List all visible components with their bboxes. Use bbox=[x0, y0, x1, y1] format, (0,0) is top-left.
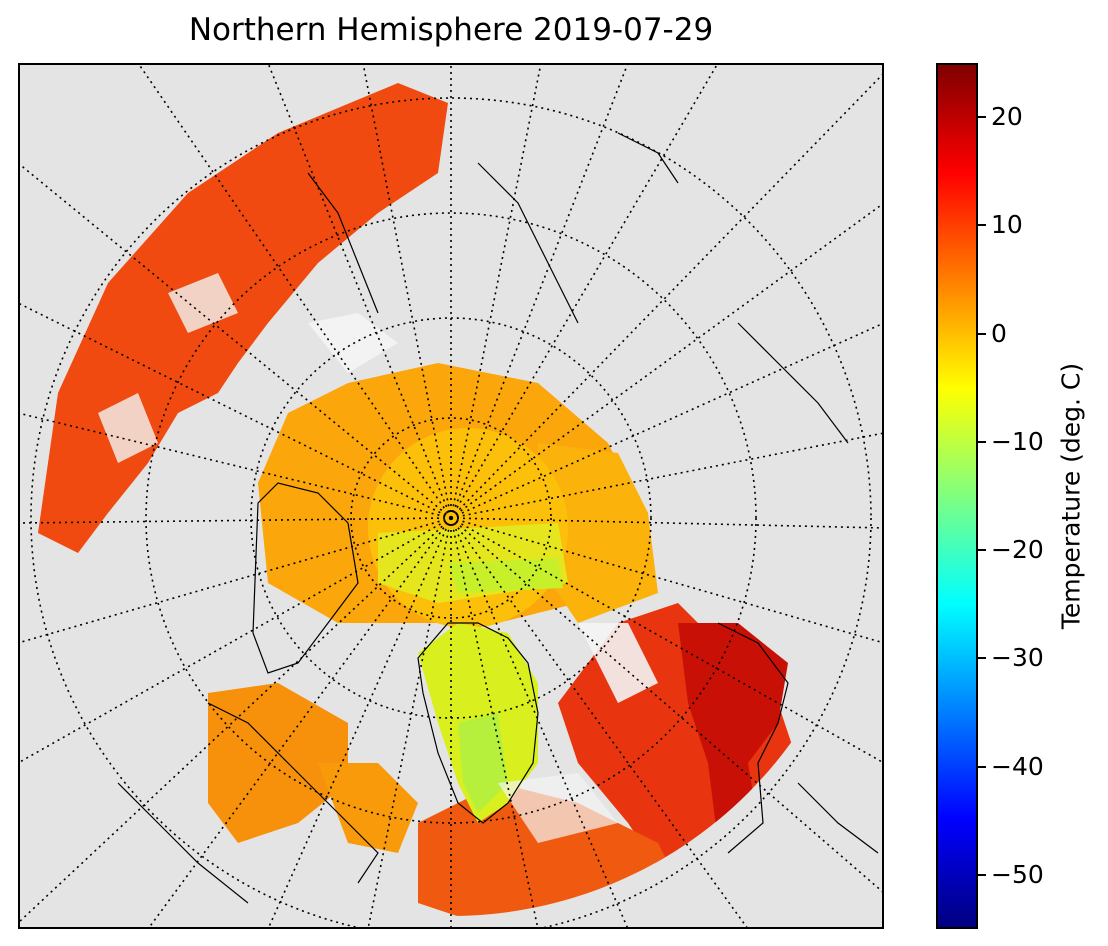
map-frame bbox=[18, 63, 884, 929]
hot-scandinavia bbox=[678, 623, 788, 843]
colorbar-tick-mark bbox=[978, 873, 986, 876]
greenland-green bbox=[458, 713, 508, 813]
cloud-gap-2 bbox=[578, 623, 658, 703]
colorbar-tick-mark bbox=[978, 440, 986, 443]
colorbar-tick-label: −20 bbox=[991, 535, 1044, 565]
warm-canada bbox=[208, 683, 348, 843]
colorbar-tick-label: 10 bbox=[991, 210, 1023, 240]
cloud-gap-4 bbox=[98, 393, 158, 463]
colorbar-tick-label: −30 bbox=[991, 643, 1044, 673]
colorbar-tick-label: 20 bbox=[991, 102, 1023, 132]
map-title: Northern Hemisphere 2019-07-29 bbox=[188, 12, 714, 48]
colorbar-tick-label: 0 bbox=[991, 318, 1007, 348]
colorbar-tick-mark bbox=[978, 332, 986, 335]
colorbar-tick-mark bbox=[978, 549, 986, 552]
colorbar bbox=[936, 63, 978, 929]
colorbar-tick-mark bbox=[978, 224, 986, 227]
pole-green-streak bbox=[448, 558, 563, 593]
polar-map bbox=[18, 63, 884, 929]
colorbar-tick-label: −10 bbox=[991, 426, 1044, 456]
colorbar-label: Temperature (deg. C) bbox=[1056, 362, 1086, 630]
warm-hudson bbox=[318, 763, 418, 853]
map-canvas bbox=[18, 63, 884, 929]
colorbar-tick-mark bbox=[978, 765, 986, 768]
coastlines bbox=[117, 132, 879, 904]
colorbar-tick-label: −50 bbox=[991, 859, 1044, 889]
colorbar-tick-mark bbox=[978, 116, 986, 119]
cloud-gap-5 bbox=[168, 273, 238, 333]
ring-east bbox=[538, 443, 658, 623]
colorbar-tick-mark bbox=[978, 657, 986, 660]
graticule bbox=[18, 63, 884, 929]
colorbar-tick-label: −40 bbox=[991, 751, 1044, 781]
